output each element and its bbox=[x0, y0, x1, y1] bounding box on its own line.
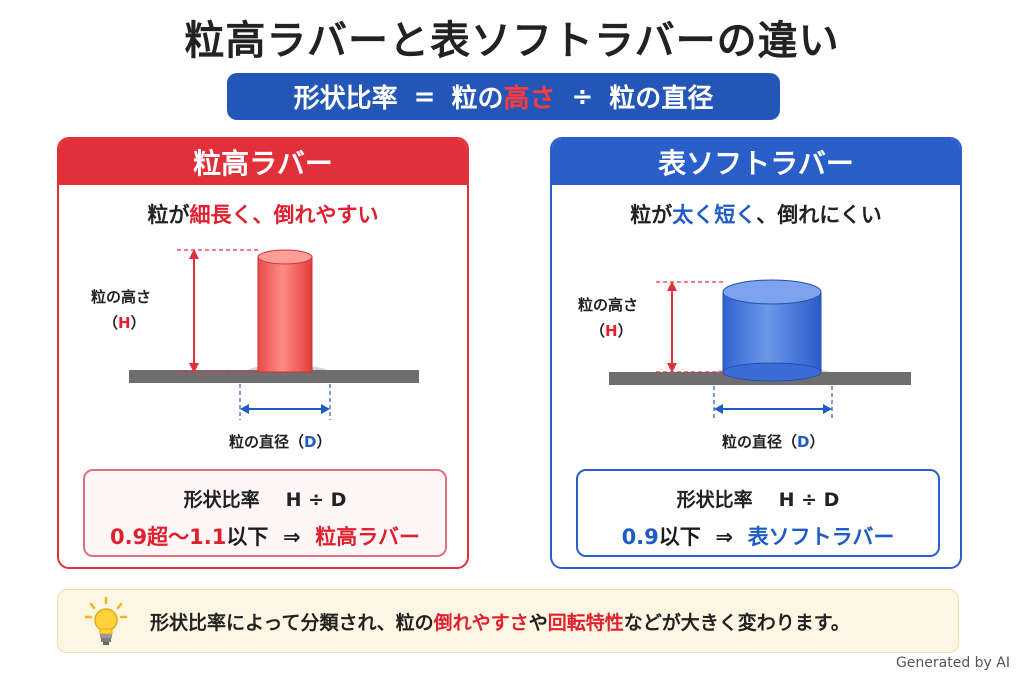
desc-suffix: 、倒れにくい bbox=[756, 203, 882, 227]
desc-highlight: 細長く、倒れやすい bbox=[189, 203, 379, 227]
pip-top bbox=[257, 249, 313, 265]
ratio-result: 0.9以下 ⇒ 表ソフトラバー bbox=[621, 525, 895, 549]
desc-prefix: 粒が bbox=[147, 203, 190, 227]
page-title: 粒高ラバーと表ソフトラバーの違い bbox=[184, 18, 840, 64]
pip-cylinder bbox=[257, 256, 313, 373]
diameter-label: 粒の直径（D） bbox=[722, 433, 825, 451]
rubber-sheet bbox=[129, 370, 419, 383]
formula-term-ratio: 形状比率 bbox=[293, 84, 398, 114]
formula-divide: ÷ bbox=[571, 81, 594, 112]
formula-term-diameter: 直径 bbox=[661, 84, 714, 114]
card-header: 粒高ラバー bbox=[59, 139, 467, 185]
pip-cylinder bbox=[722, 291, 822, 373]
height-label: 粒の高さ bbox=[578, 296, 639, 314]
formula-equals: = bbox=[413, 81, 436, 112]
formula-term-grain: 粒の bbox=[451, 84, 504, 114]
card-long-pips: 粒高ラバー 粒が細長く、倒れやすい 粒の高さ bbox=[57, 137, 469, 569]
desc-highlight: 太く短く bbox=[672, 203, 757, 227]
tip-banner: 形状比率によって分類され、粒の倒れやすさや回転特性などが大きく変わります。 bbox=[57, 589, 959, 653]
lightbulb-icon bbox=[84, 596, 128, 645]
ratio-formula: 形状比率 H ÷ D bbox=[676, 489, 840, 511]
height-label: 粒の高さ bbox=[91, 288, 152, 306]
ratio-box: 形状比率 H ÷ D 0.9以下 ⇒ 表ソフトラバー bbox=[576, 469, 940, 557]
formula-term-grain-2: 粒の bbox=[609, 84, 662, 114]
ratio-result: 0.9超〜1.1以下 ⇒ 粒高ラバー bbox=[109, 525, 421, 549]
formula-term-height: 高さ bbox=[503, 84, 556, 114]
desc-prefix: 粒が bbox=[630, 203, 673, 227]
formula-banner: 形状比率 = 粒の 高さ ÷ 粒の 直径 bbox=[227, 73, 780, 120]
ratio-box: 形状比率 H ÷ D 0.9超〜1.1以下 ⇒ 粒高ラバー bbox=[83, 469, 447, 557]
card-description: 粒が太く短く、倒れにくい bbox=[552, 199, 960, 229]
card-short-pips: 表ソフトラバー 粒が太く短く、倒れにくい 粒の高さ （H） 粒の直径（D） bbox=[550, 137, 962, 569]
height-symbol: （H） bbox=[103, 314, 146, 332]
card-header: 表ソフトラバー bbox=[552, 139, 960, 185]
short-pip-illustration bbox=[609, 279, 911, 420]
long-pip-illustration bbox=[129, 249, 419, 420]
generated-by-label: Generated by AI bbox=[895, 655, 1010, 671]
diameter-label: 粒の直径（D） bbox=[229, 433, 332, 451]
height-symbol: （H） bbox=[590, 322, 633, 340]
card-description: 粒が細長く、倒れやすい bbox=[59, 199, 467, 229]
tip-text: 形状比率によって分類され、粒の倒れやすさや回転特性などが大きく変わります。 bbox=[150, 612, 850, 634]
pip-top bbox=[722, 279, 822, 305]
ratio-formula: 形状比率 H ÷ D bbox=[183, 489, 347, 511]
